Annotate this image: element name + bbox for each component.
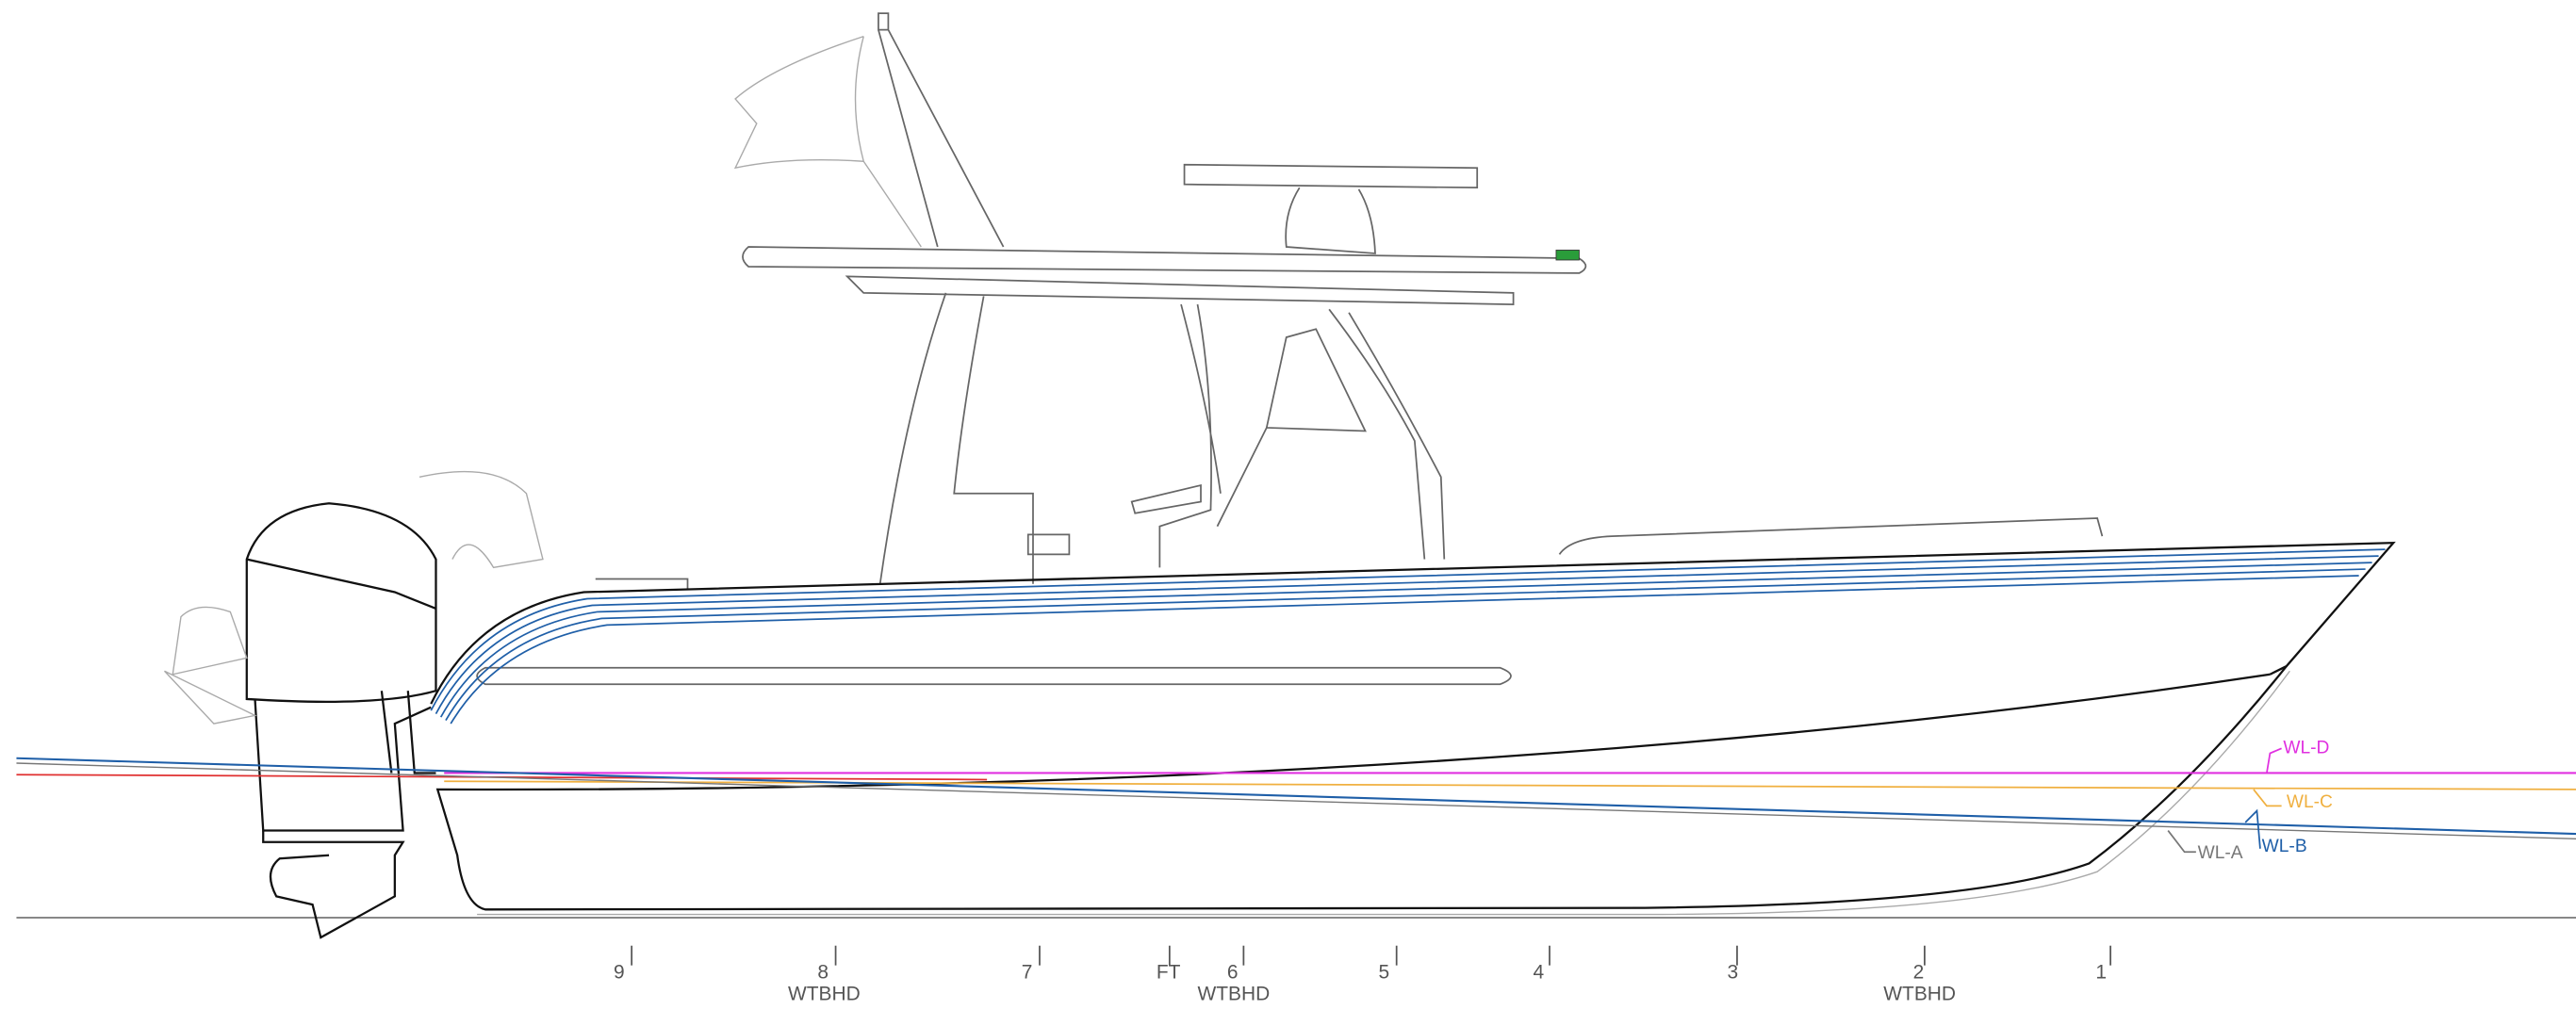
waterline-label: WL-B	[2262, 837, 2307, 856]
hull	[430, 517, 2396, 916]
t-top-part	[742, 246, 1587, 274]
rub-rail-part	[430, 548, 2386, 711]
rub-rail-part	[445, 568, 2366, 722]
station-label: 6	[1227, 962, 1239, 984]
rub-rail-part	[439, 562, 2372, 718]
outboard-part	[418, 470, 544, 569]
outboard-part	[245, 502, 437, 703]
waterlines-part	[444, 780, 2576, 790]
waterline-label: WL-A	[2198, 843, 2243, 863]
t-top-part	[878, 292, 1034, 584]
station-label: 5	[1378, 962, 1389, 984]
t-top-part	[1026, 533, 1071, 556]
station-label: FT	[1157, 962, 1181, 984]
waterlines-part	[2253, 789, 2282, 807]
rub-rail-part	[450, 575, 2359, 725]
t-top-part	[862, 160, 922, 248]
outboard-part	[262, 830, 405, 939]
t-top-part	[1216, 328, 1367, 528]
waterlines-part	[16, 762, 2576, 839]
t-top-part	[1285, 187, 1376, 254]
station-label: 2	[1913, 962, 1925, 984]
outboard-part	[164, 606, 257, 725]
rub-rail-part	[435, 555, 2379, 715]
outboard-part	[254, 698, 432, 832]
station-label: 3	[1727, 962, 1738, 984]
station-label: 8	[817, 962, 829, 984]
waterlines-part	[2167, 830, 2196, 854]
t-top-part	[1555, 250, 1580, 261]
hull-part	[435, 665, 2288, 911]
station-note: WTBHD	[1198, 983, 1271, 1004]
station-label: 1	[2095, 962, 2107, 984]
t-top-part	[1183, 163, 1479, 189]
outboard-part	[246, 558, 436, 611]
outboard	[164, 470, 544, 939]
station-label: 7	[1022, 962, 1033, 984]
t-top-part	[1158, 303, 1222, 568]
hull-part	[595, 578, 689, 590]
waterline-label: WL-D	[2283, 739, 2329, 758]
station-label: 4	[1534, 962, 1545, 984]
t-top-part	[878, 12, 1005, 248]
t-top-part	[1130, 483, 1202, 514]
station-label: 9	[614, 962, 625, 984]
t-top	[733, 12, 1587, 584]
t-top-part	[845, 275, 1515, 305]
waterlines	[16, 747, 2576, 854]
t-top-part	[733, 35, 865, 170]
hull-part	[476, 666, 1512, 686]
outboard-part	[380, 691, 436, 774]
waterlines-part	[2244, 808, 2261, 849]
station-note: WTBHD	[1883, 983, 1956, 1004]
rub-rail	[430, 548, 2386, 725]
waterlines-part	[16, 757, 2576, 836]
waterline-label: WL-C	[2287, 792, 2333, 812]
hull-part	[1558, 517, 2104, 555]
station-note: WTBHD	[788, 983, 861, 1004]
t-top-part	[1328, 308, 1446, 560]
hull-part	[430, 541, 2396, 705]
hull-part	[477, 670, 2290, 916]
waterlines-part	[2266, 747, 2282, 774]
